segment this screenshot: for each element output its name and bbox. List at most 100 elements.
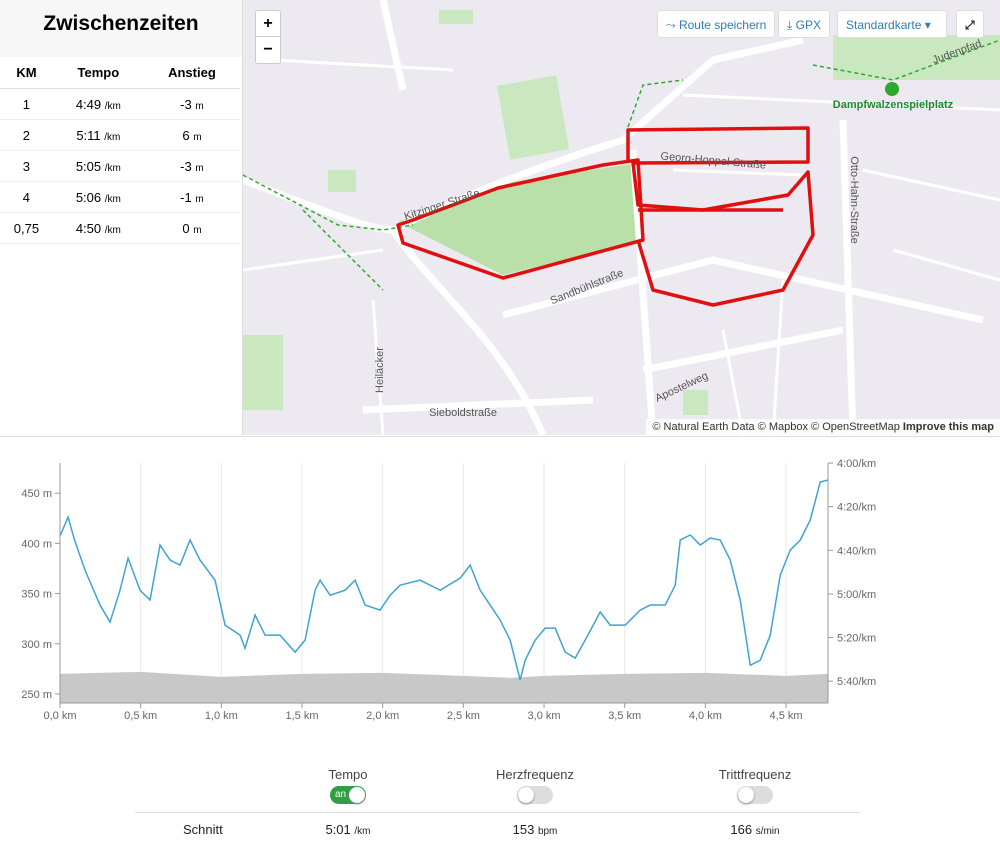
x-tick-label: 3,0 km xyxy=(528,710,561,722)
climb-unit: m xyxy=(193,131,202,143)
x-tick-label: 2,5 km xyxy=(447,710,480,722)
x-tick-label: 0,5 km xyxy=(124,710,157,722)
summary-value: 5:01 xyxy=(325,822,351,837)
summary-cell: 5:01 /km xyxy=(268,822,428,837)
x-tick-label: 1,0 km xyxy=(205,710,238,722)
split-row: 2 5:11 /km 6 m xyxy=(0,119,240,151)
climb-value: -3 xyxy=(180,96,192,112)
split-climb: -3 m xyxy=(143,150,240,182)
tempo-value: 5:06 xyxy=(75,189,102,205)
y2-tick-label: 4:00/km xyxy=(837,458,876,470)
toggle-switch[interactable] xyxy=(517,786,553,804)
save-route-label: Route speichern xyxy=(678,18,767,32)
split-climb: -3 m xyxy=(143,88,240,120)
zoom-controls: + − xyxy=(255,10,281,64)
split-row: 1 4:49 /km -3 m xyxy=(0,88,240,120)
street-label: Otto-Hahn-Straße xyxy=(848,156,860,243)
street-label: Dampfwalzenspielplatz xyxy=(833,99,954,111)
split-tempo: 5:06 /km xyxy=(52,181,144,213)
zoom-in[interactable]: + xyxy=(263,15,273,32)
attribution-text: © Natural Earth Data © Mapbox © OpenStre… xyxy=(652,421,900,433)
divider[interactable] xyxy=(0,436,1000,437)
y2-tick-label: 4:20/km xyxy=(837,502,876,514)
x-tick-label: 2,0 km xyxy=(366,710,399,722)
x-tick-label: 4,5 km xyxy=(770,710,803,722)
toggle-switch[interactable] xyxy=(737,786,773,804)
climb-unit: m xyxy=(195,193,204,205)
column-header: KM xyxy=(0,57,53,89)
y2-tick-label: 5:00/km xyxy=(837,589,876,601)
split-climb: 6 m xyxy=(143,119,240,151)
summary-cell: 166 s/min xyxy=(675,822,835,837)
tempo-unit: /km xyxy=(104,224,121,236)
summary-value: 153 xyxy=(512,822,535,837)
split-km: 3 xyxy=(0,150,53,182)
toggle-switch[interactable]: an xyxy=(330,786,366,804)
zoom-out[interactable]: − xyxy=(256,36,280,62)
column-header: Tempo xyxy=(52,57,144,89)
summary-value: 166 xyxy=(730,822,753,837)
y-tick-label: 350 m xyxy=(21,589,52,601)
map-style-dropdown[interactable]: Standardkarte ▾ xyxy=(837,10,947,38)
tempo-unit: /km xyxy=(104,131,121,143)
split-climb: 0 m xyxy=(143,212,240,244)
gpx-label: GPX xyxy=(795,18,821,32)
street-label: Heiläcker xyxy=(374,347,386,393)
split-row: 4 5:06 /km -1 m xyxy=(0,181,240,213)
split-km: 2 xyxy=(0,119,53,151)
map-canvas: Kitzinger StraßeSandbühlstraßeOtto-Hahn-… xyxy=(241,0,1000,437)
column-header: Anstieg xyxy=(143,57,240,89)
tempo-value: 4:49 xyxy=(75,96,102,112)
metric-toggle: Tempo an xyxy=(268,767,428,804)
split-tempo: 5:11 /km xyxy=(52,119,144,151)
tempo-value: 5:11 xyxy=(76,127,101,143)
climb-value: -3 xyxy=(180,158,192,174)
tempo-unit: /km xyxy=(104,162,121,174)
y-tick-label: 250 m xyxy=(21,689,52,701)
x-tick-label: 3,5 km xyxy=(608,710,641,722)
toggle-state: an xyxy=(335,789,347,800)
summary-cell: 153 bpm xyxy=(455,822,615,837)
y-tick-label: 300 m xyxy=(21,639,52,651)
save-route-button[interactable]: ⤳ Route speichern xyxy=(657,10,776,38)
split-tempo: 4:50 /km xyxy=(52,212,144,244)
y2-tick-label: 5:20/km xyxy=(837,633,876,645)
toggle-label: Trittfrequenz xyxy=(718,767,792,782)
y-tick-label: 450 m xyxy=(21,488,52,500)
pace-elevation-chart: 0,0 km 0,5 km 1,0 km 1,5 km 2,0 km 2,5 km 3,0 … xyxy=(21,458,876,722)
summary-unit: /km xyxy=(354,826,371,837)
summary-label: Schnitt xyxy=(183,822,223,837)
separator xyxy=(135,812,860,813)
map[interactable]: Kitzinger Straße Sandbühlstraße Otto-Hahn-… xyxy=(241,0,1000,437)
pace-line xyxy=(59,479,829,681)
split-row: 3 5:05 /km -3 m xyxy=(0,150,240,182)
summary-unit: bpm xyxy=(537,826,558,837)
split-km: 4 xyxy=(0,181,53,213)
toggle-label: Herzfrequenz xyxy=(495,767,575,782)
x-tick-label: 0,0 km xyxy=(43,710,76,722)
split-climb: -1 m xyxy=(143,181,240,213)
y2-tick-label: 4:40/km xyxy=(837,545,876,557)
tempo-value: 4:50 xyxy=(75,220,102,236)
split-tempo: 5:05 /km xyxy=(52,150,144,182)
tempo-value: 5:05 xyxy=(75,158,102,174)
x-tick-label: 4,0 km xyxy=(689,710,722,722)
climb-value: -1 xyxy=(180,189,192,205)
splits-title: Zwischenzeiten xyxy=(0,0,242,57)
split-km: 0,75 xyxy=(0,212,53,244)
climb-value: 6 xyxy=(182,127,190,143)
improve-link[interactable]: Improve this map xyxy=(902,421,994,433)
y-tick-label: 400 m xyxy=(21,538,52,550)
attribution: © Natural Earth Data © Mapbox © OpenStre… xyxy=(646,419,1000,435)
elevation-area xyxy=(60,671,828,703)
climb-unit: m xyxy=(195,162,204,174)
split-tempo: 4:49 /km xyxy=(52,88,144,120)
gpx-button[interactable]: ⤓ GPX xyxy=(778,10,830,38)
tempo-unit: /km xyxy=(104,100,121,112)
climb-unit: m xyxy=(195,100,204,112)
x-tick-label: 1,5 km xyxy=(286,710,319,722)
fullscreen-button[interactable]: ⤢ xyxy=(956,10,984,38)
climb-value: 0 xyxy=(182,220,190,236)
